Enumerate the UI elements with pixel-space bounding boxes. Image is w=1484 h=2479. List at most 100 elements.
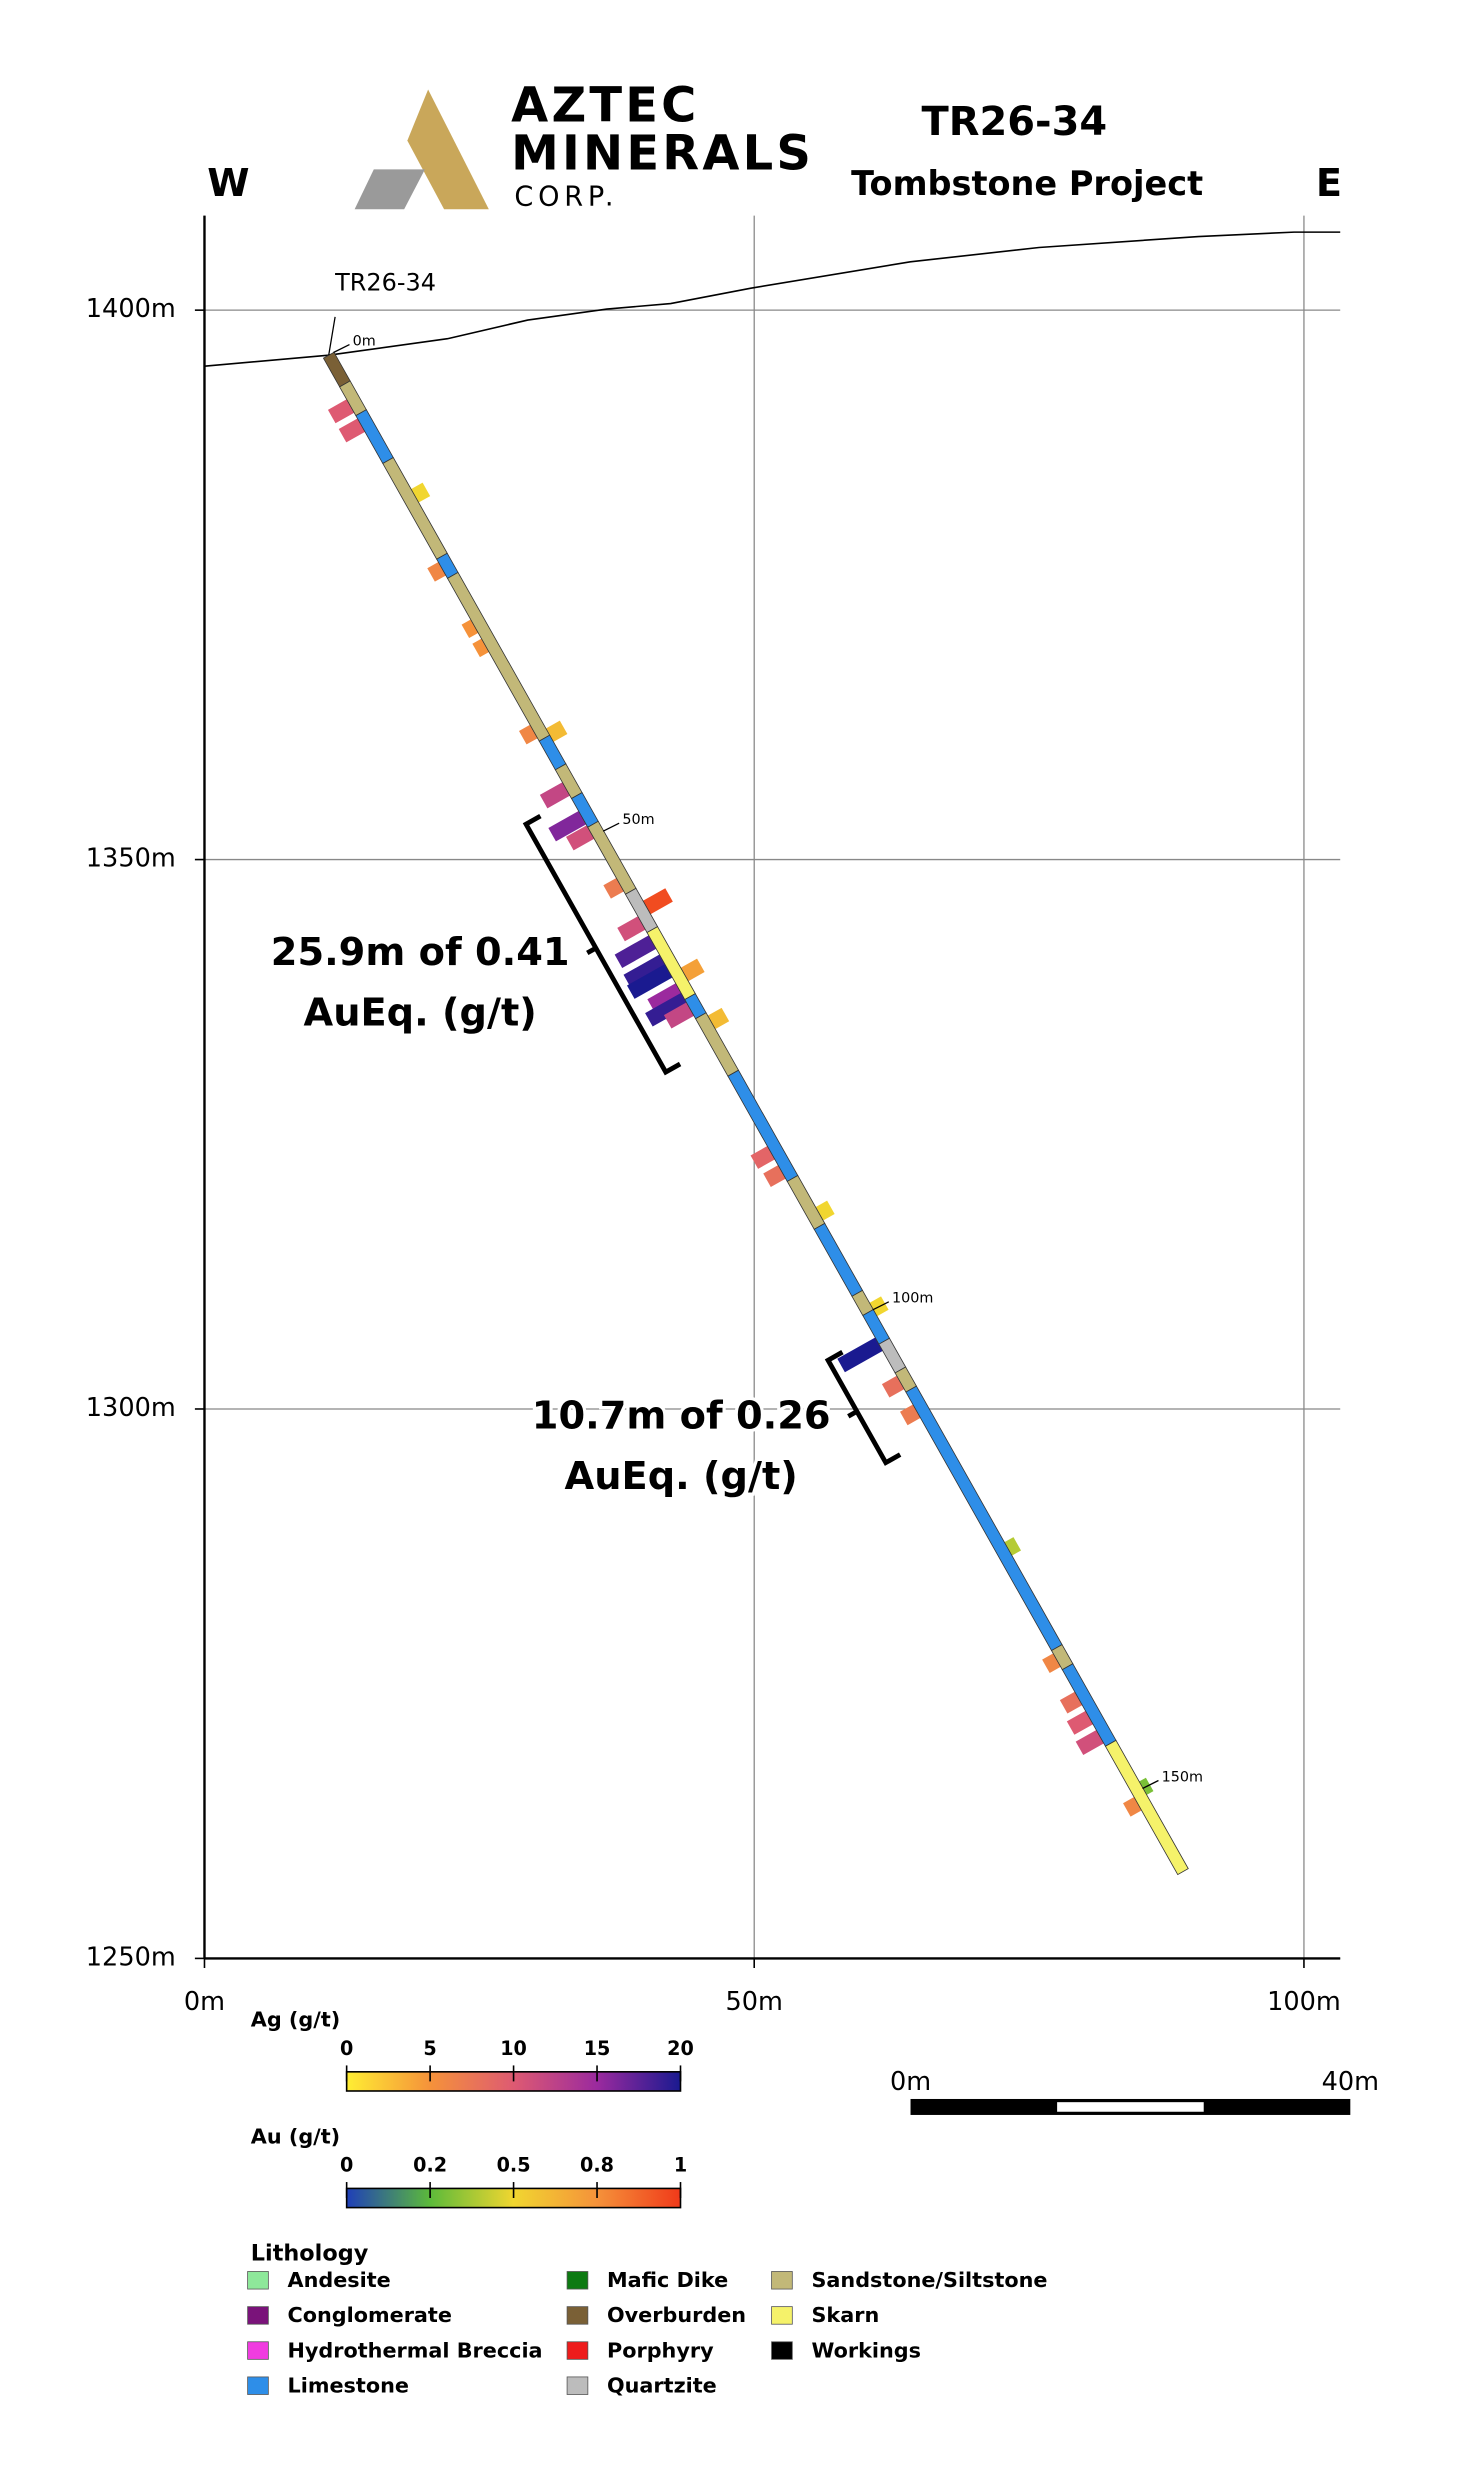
- ag-bar: [645, 992, 690, 1027]
- colorbar-tick-label: 0.2: [413, 2154, 447, 2177]
- y-tick-label: 1350m: [86, 844, 176, 874]
- au-bar: [680, 958, 705, 982]
- legend-label: Quartzite: [607, 2374, 717, 2398]
- scale-bar-segment: [1057, 2102, 1204, 2112]
- intercept-label: AuEq. (g/t): [565, 1454, 798, 1499]
- ag-bar: [663, 1002, 695, 1029]
- depth-tick: [333, 343, 350, 354]
- lithology-interval: [878, 1337, 907, 1374]
- legend-swatch: [566, 2271, 589, 2290]
- legend-swatch: [247, 2341, 269, 2360]
- legend-swatch: [566, 2341, 589, 2360]
- ag-bar: [1059, 1691, 1083, 1714]
- ag-bar: [327, 399, 355, 424]
- colorbar-title: Au (g/t): [251, 2124, 340, 2148]
- lithology-interval: [1104, 1739, 1189, 1876]
- lithology-interval: [446, 571, 551, 742]
- ag-bar: [623, 954, 668, 989]
- colorbar-title: Ag (g/t): [251, 2008, 340, 2032]
- logo-mark: [354, 169, 425, 210]
- colorbar-tick-label: 0.8: [580, 2154, 614, 2177]
- ag-bar: [1066, 1710, 1094, 1735]
- ag-bar: [539, 781, 571, 809]
- colorbar-tick-label: 5: [423, 2037, 436, 2060]
- direction-label: W: [207, 161, 249, 206]
- depth-label: 0m: [353, 333, 376, 349]
- ag-bar: [461, 619, 479, 639]
- ag-bar: [627, 963, 673, 999]
- ag-bar: [614, 935, 657, 968]
- chart-title: TR26-34: [922, 99, 1108, 145]
- ag-bar: [338, 418, 366, 443]
- depth-label: 100m: [892, 1291, 933, 1307]
- ag-bar: [548, 810, 587, 842]
- legend-label: Limestone: [288, 2374, 409, 2398]
- chart-subtitle: Tombstone Project: [851, 164, 1203, 203]
- legend-swatch: [247, 2376, 269, 2395]
- depth-label: 150m: [1162, 1769, 1203, 1785]
- ag-bar: [763, 1164, 787, 1187]
- hole-label: TR26-34: [334, 268, 436, 296]
- legend-label: Porphyry: [607, 2338, 714, 2362]
- lithology-interval: [905, 1385, 1063, 1652]
- colorbar-tick-label: 20: [667, 2037, 694, 2060]
- y-tick-label: 1400m: [86, 294, 176, 324]
- legend-swatch: [566, 2306, 589, 2325]
- legend-swatch: [566, 2376, 589, 2395]
- legend-label: Mafic Dike: [607, 2268, 728, 2292]
- lithology-interval: [382, 456, 448, 560]
- depth-label: 50m: [622, 812, 654, 828]
- lithology-interval: [786, 1174, 826, 1230]
- legend-swatch: [771, 2271, 793, 2290]
- lithology-interval: [355, 409, 394, 465]
- au-bar: [1003, 1537, 1022, 1556]
- ag-bar: [750, 1145, 776, 1169]
- intercept-bracket: [824, 1350, 902, 1466]
- lithology-interval: [538, 734, 567, 771]
- lithology-interval: [813, 1222, 864, 1297]
- scale-label: 0m: [890, 2067, 931, 2097]
- intercept-label: 10.7m of 0.26: [532, 1393, 831, 1438]
- logo-text: MINERALS: [511, 127, 814, 182]
- legend-swatch: [247, 2271, 269, 2290]
- topography-line: [204, 231, 1341, 367]
- lithology-interval: [322, 351, 351, 388]
- colorbar-tick-label: 0.5: [497, 2154, 531, 2177]
- legend-title: Lithology: [251, 2240, 369, 2266]
- y-tick-label: 1300m: [86, 1393, 176, 1423]
- au-bar: [642, 888, 673, 915]
- depth-tick: [872, 1301, 890, 1311]
- scale-label: 40m: [1322, 2067, 1379, 2097]
- leader-line: [328, 316, 336, 356]
- legend-label: Hydrothermal Breccia: [288, 2338, 543, 2362]
- ag-bar: [566, 825, 595, 851]
- legend-label: Sandstone/Siltstone: [811, 2268, 1047, 2292]
- ag-bar: [837, 1337, 884, 1373]
- ag-bar: [881, 1375, 905, 1398]
- legend-label: Conglomerate: [288, 2303, 452, 2327]
- x-tick-label: 100m: [1267, 1987, 1341, 2017]
- colorbar-tick-label: 0: [340, 2037, 353, 2060]
- ag-bar: [647, 983, 684, 1013]
- intercept-bracket: [522, 813, 682, 1076]
- y-tick-label: 1250m: [86, 1942, 176, 1972]
- legend-label: Andesite: [288, 2268, 391, 2292]
- depth-tick: [602, 822, 620, 832]
- intercept-label: 25.9m of 0.41: [271, 930, 570, 975]
- colorbar-tick-label: 0: [340, 2154, 353, 2177]
- ag-bar: [617, 916, 646, 942]
- intercept-label: AuEq. (g/t): [304, 991, 537, 1036]
- direction-label: E: [1316, 161, 1342, 206]
- legend-swatch: [771, 2306, 793, 2325]
- legend-label: Overburden: [607, 2303, 746, 2327]
- logo-text: AZTEC: [511, 79, 699, 134]
- ag-bar: [1075, 1729, 1105, 1755]
- x-tick-label: 0m: [184, 1987, 225, 2017]
- colorbar-tick-label: 10: [500, 2037, 527, 2060]
- ag-bar: [472, 638, 490, 658]
- logo-mark: [407, 89, 489, 210]
- depth-tick: [1142, 1779, 1159, 1790]
- logo-text: CORP.: [514, 182, 618, 213]
